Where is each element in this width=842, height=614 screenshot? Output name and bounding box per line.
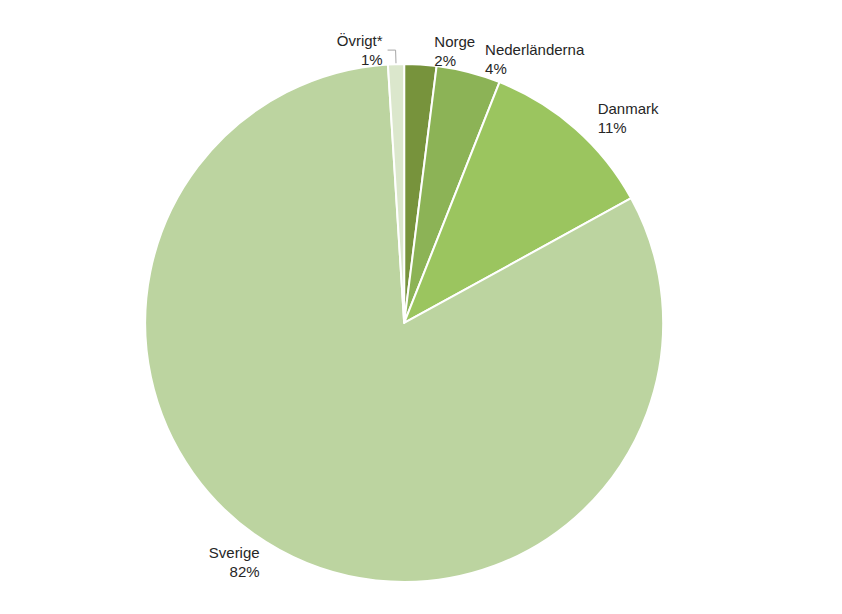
svg-text:Danmark: Danmark xyxy=(598,100,659,117)
svg-text:Norge: Norge xyxy=(434,33,475,50)
svg-text:11%: 11% xyxy=(598,119,627,136)
svg-text:Övrigt*: Övrigt* xyxy=(337,32,383,49)
svg-text:Nederländerna: Nederländerna xyxy=(485,41,585,58)
svg-text:82%: 82% xyxy=(230,563,260,580)
svg-text:Sverige: Sverige xyxy=(209,544,260,561)
svg-text:4%: 4% xyxy=(485,60,507,77)
svg-text:1%: 1% xyxy=(361,51,383,68)
svg-text:2%: 2% xyxy=(434,52,456,69)
